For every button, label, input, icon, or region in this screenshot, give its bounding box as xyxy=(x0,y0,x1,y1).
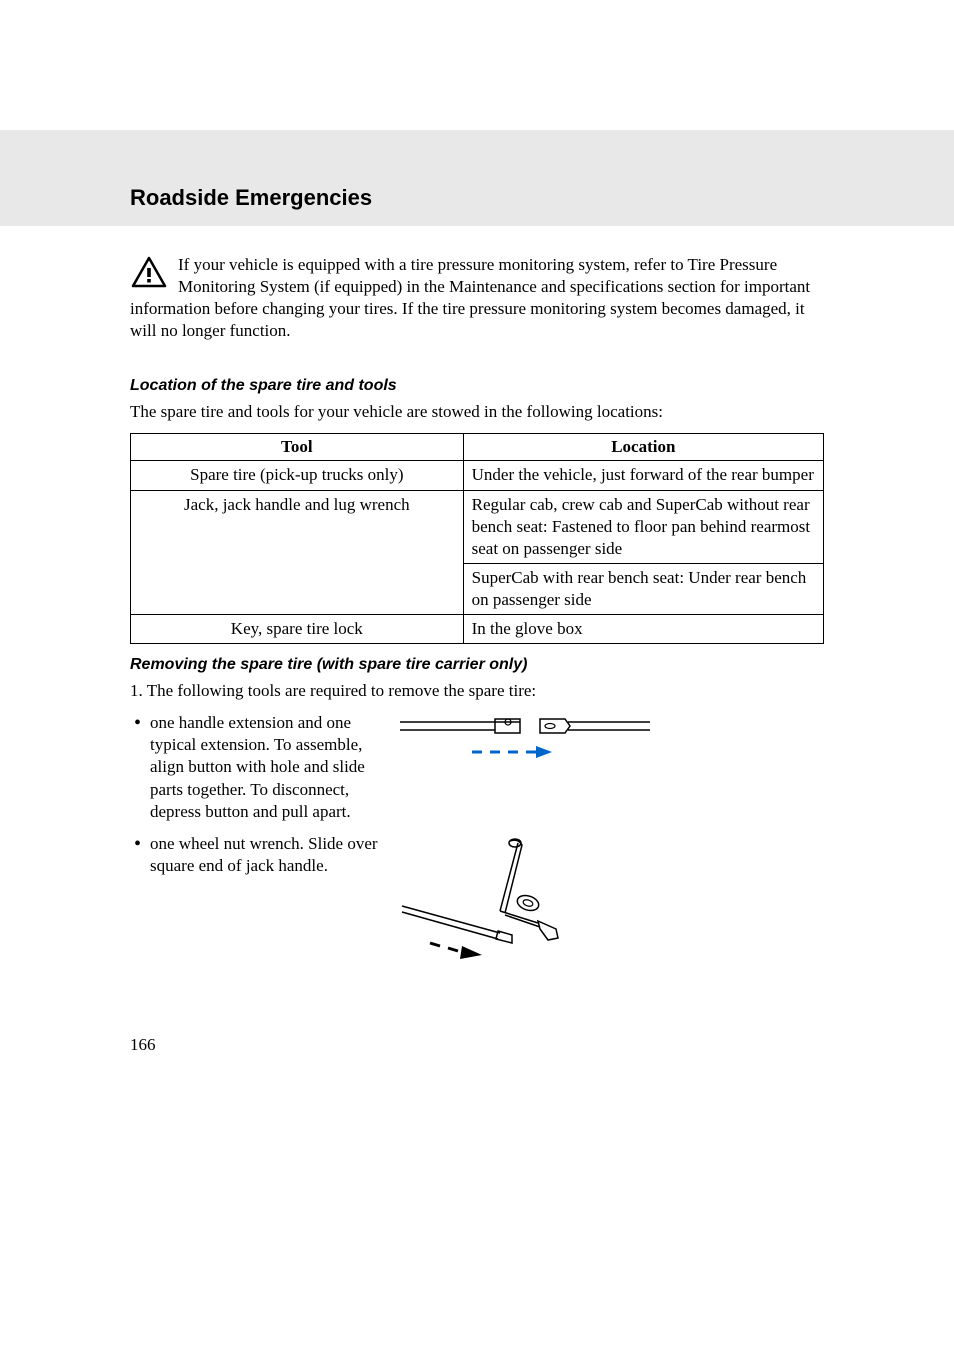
cell-location: Regular cab, crew cab and SuperCab witho… xyxy=(463,490,823,563)
table-row: Key, spare tire lock In the glove box xyxy=(131,615,824,644)
warning-block: If your vehicle is equipped with a tire … xyxy=(130,254,824,342)
page-content: If your vehicle is equipped with a tire … xyxy=(0,226,954,968)
cell-location: Under the vehicle, just forward of the r… xyxy=(463,461,823,490)
warning-text: If your vehicle is equipped with a tire … xyxy=(130,254,824,342)
cell-tool: Key, spare tire lock xyxy=(131,615,464,644)
table-header-row: Tool Location xyxy=(131,434,824,461)
header-tool: Tool xyxy=(131,434,464,461)
bullet-row-2: one wheel nut wrench. Slide over square … xyxy=(130,833,824,968)
step-text: 1. The following tools are required to r… xyxy=(130,680,824,702)
section-location-intro: The spare tire and tools for your vehicl… xyxy=(130,401,824,423)
section-location-heading: Location of the spare tire and tools xyxy=(130,377,824,395)
tool-location-table: Tool Location Spare tire (pick-up trucks… xyxy=(130,433,824,644)
cell-tool: Jack, jack handle and lug wrench xyxy=(131,490,464,614)
chapter-title: Roadside Emergencies xyxy=(130,185,954,211)
table-row: Jack, jack handle and lug wrench Regular… xyxy=(131,490,824,563)
bullet-item: one wheel nut wrench. Slide over square … xyxy=(130,833,390,877)
chapter-header: Roadside Emergencies xyxy=(0,130,954,226)
cell-location: In the glove box xyxy=(463,615,823,644)
header-location: Location xyxy=(463,434,823,461)
wrench-diagram-icon xyxy=(400,833,650,963)
section-removing-heading: Removing the spare tire (with spare tire… xyxy=(130,656,824,674)
bullet-row-1: one handle extension and one typical ext… xyxy=(130,712,824,822)
bullet-text-wrapper: one handle extension and one typical ext… xyxy=(130,712,390,822)
wrench-figure xyxy=(390,833,824,968)
extension-diagram-icon xyxy=(400,712,650,767)
bullet-item: one handle extension and one typical ext… xyxy=(130,712,390,822)
extension-figure xyxy=(390,712,824,772)
cell-location: SuperCab with rear bench seat: Under rea… xyxy=(463,563,823,614)
page-number: 166 xyxy=(130,1035,156,1055)
warning-triangle-icon xyxy=(130,256,168,294)
cell-tool: Spare tire (pick-up trucks only) xyxy=(131,461,464,490)
bullet-text-wrapper: one wheel nut wrench. Slide over square … xyxy=(130,833,390,877)
table-row: Spare tire (pick-up trucks only) Under t… xyxy=(131,461,824,490)
